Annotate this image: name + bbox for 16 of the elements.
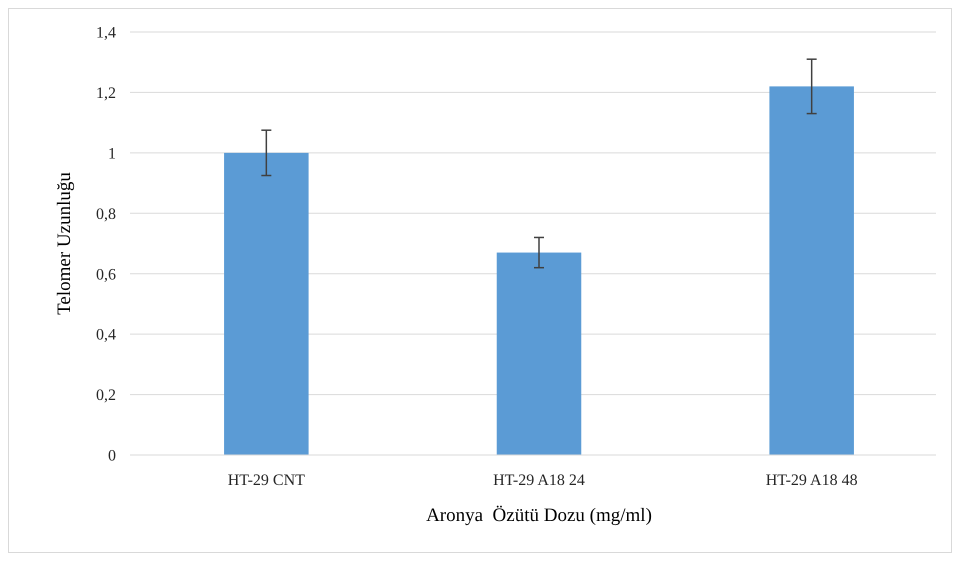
x-tick-label: HT-29 A18 48 <box>766 472 858 489</box>
y-tick-label: 0,4 <box>96 326 116 344</box>
x-tick-label: HT-29 CNT <box>228 472 306 489</box>
bar <box>496 252 582 455</box>
y-tick-label: 1 <box>108 145 116 162</box>
bar <box>769 86 854 455</box>
y-tick-label: 1,2 <box>96 85 116 102</box>
y-tick-label: 1,4 <box>96 24 116 42</box>
bar <box>224 152 309 455</box>
y-tick-label: 0 <box>108 448 116 465</box>
x-axis-title: Aronya Özütü Dozu (mg/ml) <box>426 505 652 526</box>
y-tick-label: 0,8 <box>96 206 116 223</box>
x-tick-label: HT-29 A18 24 <box>493 472 585 489</box>
y-tick-label: 0,2 <box>96 387 116 404</box>
y-axis-title: Telomer Uzunluğu <box>54 172 75 315</box>
y-tick-label: 0,6 <box>96 266 116 284</box>
